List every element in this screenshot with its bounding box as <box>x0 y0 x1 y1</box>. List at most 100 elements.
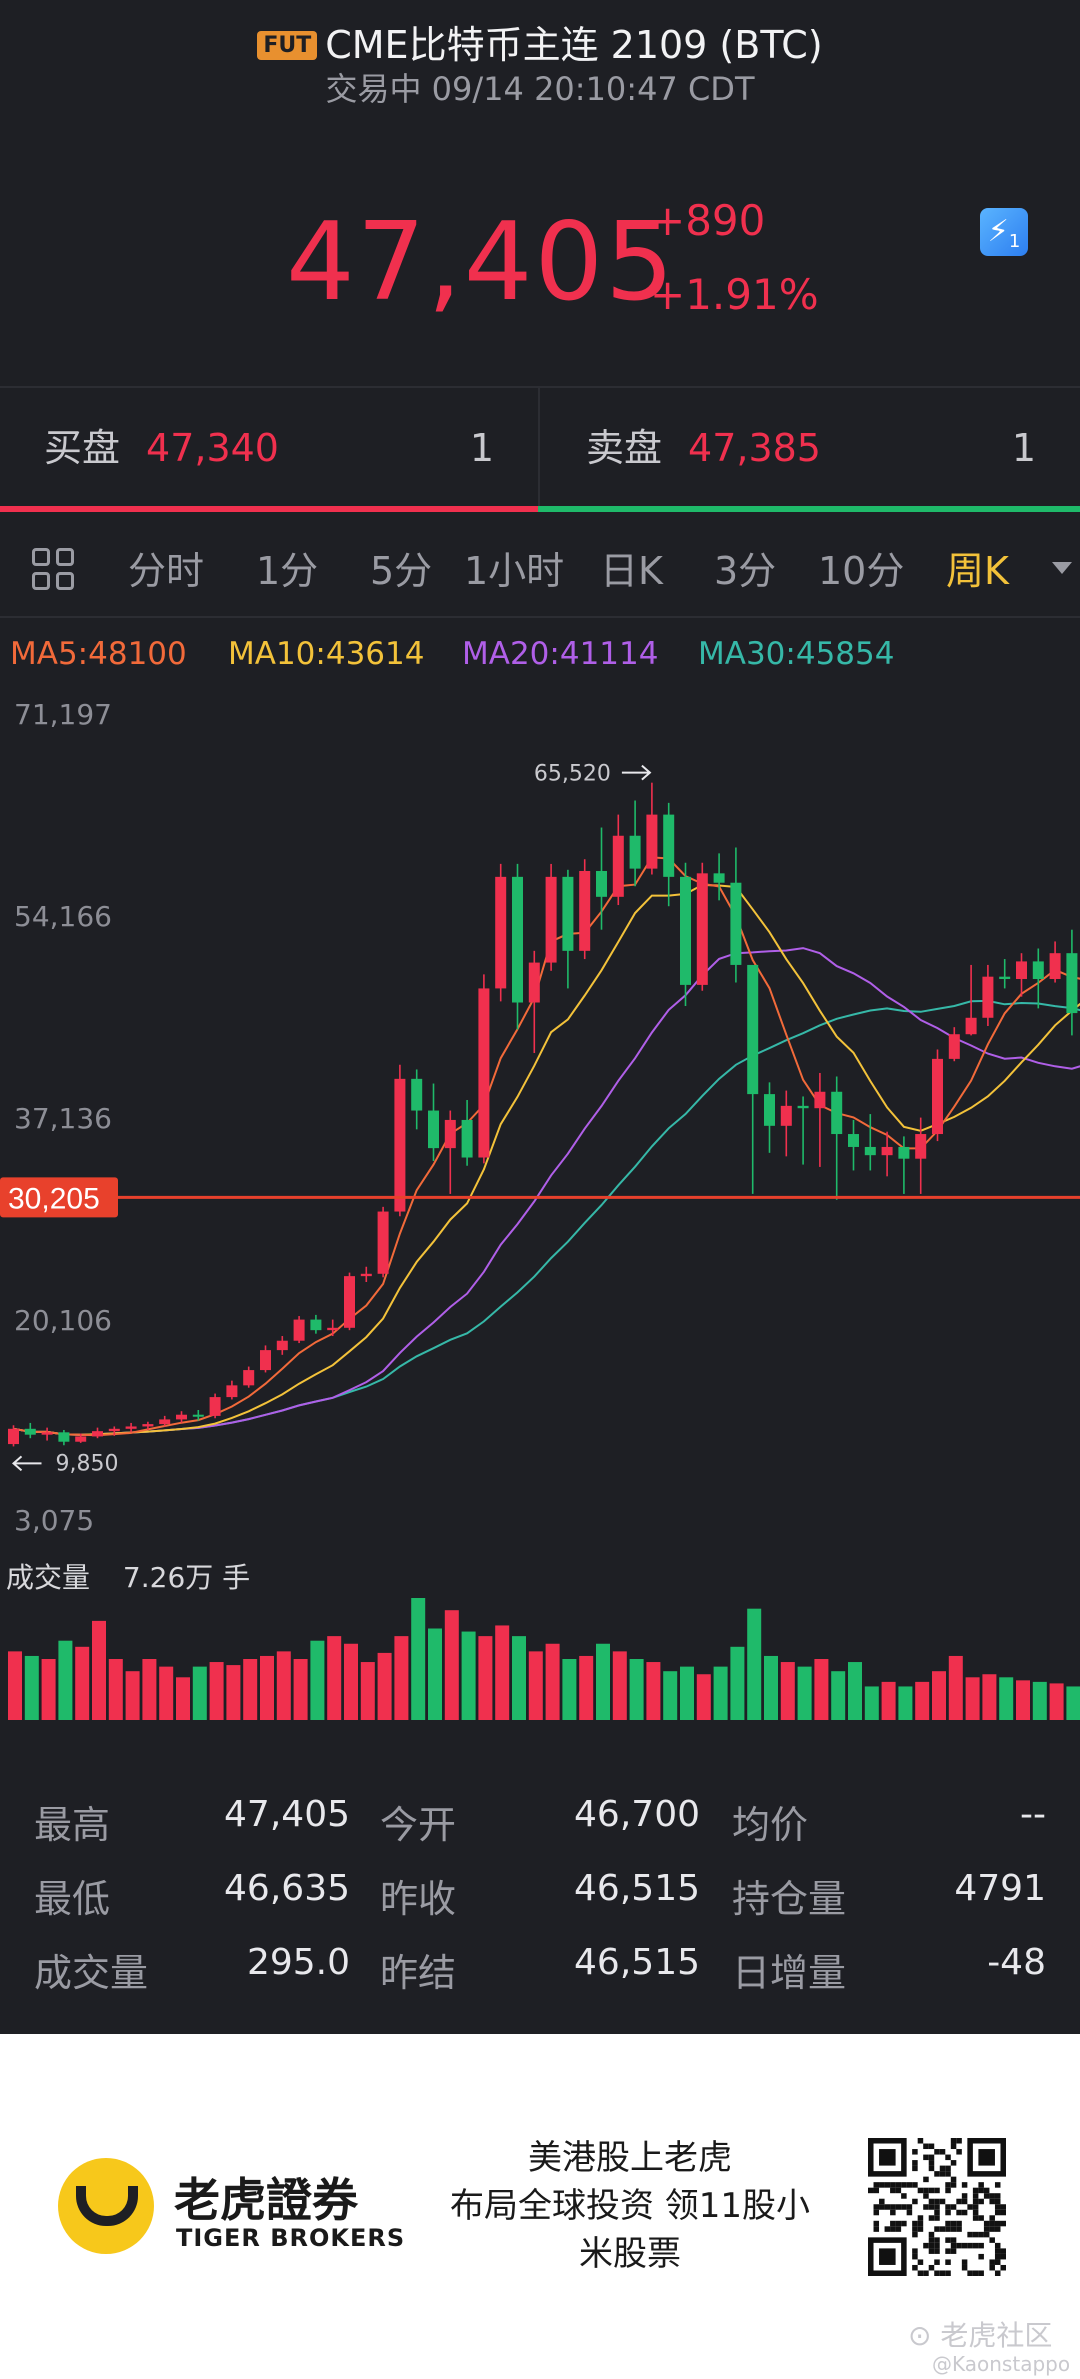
tab-daily[interactable]: 日K <box>600 549 663 593</box>
tab-1min[interactable]: 1分 <box>256 549 319 593</box>
qr-module <box>923 2143 929 2150</box>
stat-label: 昨结 <box>380 1951 457 1995</box>
qr-module <box>994 2226 1001 2232</box>
volume-bar <box>948 1655 963 1720</box>
bid-quote[interactable]: 买盘 47,340 1 <box>44 388 514 508</box>
candle <box>831 1091 843 1135</box>
qr-module <box>972 2187 979 2194</box>
volume-bar <box>881 1681 896 1720</box>
qr-module <box>972 2198 979 2205</box>
qr-module <box>928 2198 935 2205</box>
candle <box>629 835 641 869</box>
last-price: 47,405 <box>286 200 676 325</box>
candlestick-chart[interactable]: 30,205 65,520 9,850 <box>0 680 1080 1530</box>
candle <box>8 1428 19 1445</box>
volume-bar <box>528 1651 543 1720</box>
qr-module <box>1000 2253 1006 2260</box>
volume-bar <box>58 1640 73 1720</box>
qr-module <box>994 2204 1001 2210</box>
tab-3min[interactable]: 3分 <box>714 549 777 593</box>
candle <box>747 964 759 1095</box>
qr-module <box>890 2182 896 2188</box>
tab-10min[interactable]: 10分 <box>818 549 905 593</box>
tab-5min[interactable]: 5分 <box>370 549 433 593</box>
qr-module <box>939 2165 946 2172</box>
qr-module <box>923 2204 929 2210</box>
stat-value: -- <box>1020 1794 1046 1835</box>
qr-module <box>923 2187 929 2194</box>
volume-bar <box>612 1651 627 1720</box>
qr-module <box>934 2259 940 2265</box>
qr-module <box>945 2220 951 2227</box>
stat-value: 295.0 <box>246 1942 350 1983</box>
qr-module <box>934 2204 940 2210</box>
candle <box>864 1146 876 1156</box>
promo-line: 美港股上老虎 <box>528 2138 732 2178</box>
grid-icon[interactable] <box>32 548 78 594</box>
candle <box>730 882 742 965</box>
bid-price: 47,340 <box>146 426 279 470</box>
qr-module <box>961 2209 968 2216</box>
ask-qty: 1 <box>1011 426 1036 470</box>
volume-bar <box>814 1659 829 1720</box>
bid-ratio-bar <box>0 506 538 512</box>
qr-module <box>873 2187 880 2194</box>
stat-label: 成交量 <box>34 1951 149 1995</box>
chevron-down-icon[interactable] <box>1052 562 1072 574</box>
qr-module <box>901 2182 907 2188</box>
qr-module <box>928 2231 935 2238</box>
qr-module <box>912 2220 918 2227</box>
stat-label: 持仓量 <box>732 1877 847 1921</box>
volume-bar <box>797 1666 812 1720</box>
tab-1hour[interactable]: 1小时 <box>464 549 565 593</box>
qr-module <box>873 2209 880 2216</box>
candle <box>276 1340 288 1351</box>
qr-code-icon <box>868 2138 1006 2276</box>
qr-module <box>1000 2204 1006 2210</box>
volume-bar <box>1066 1686 1080 1720</box>
qr-module <box>939 2198 946 2205</box>
candle <box>260 1350 271 1371</box>
tab-weekly[interactable]: 周K <box>946 549 1009 593</box>
qr-module <box>912 2226 918 2232</box>
qr-module <box>950 2160 957 2166</box>
qr-module <box>994 2259 1001 2265</box>
qr-module <box>989 2215 995 2221</box>
candle <box>663 814 675 877</box>
qr-module <box>989 2264 995 2271</box>
qr-module <box>945 2187 951 2194</box>
candle <box>915 1134 927 1159</box>
volume-bar <box>864 1686 879 1720</box>
candle <box>495 876 507 989</box>
qr-module <box>956 2226 962 2232</box>
tab-timeshare[interactable]: 分时 <box>128 549 205 593</box>
lightning-icon[interactable]: ⚡1 <box>980 208 1028 256</box>
stat-value: 46,635 <box>224 1868 350 1909</box>
qr-module <box>906 2204 913 2210</box>
volume-bar <box>764 1655 778 1720</box>
current-price-tag <box>0 1177 118 1218</box>
candle <box>764 1094 775 1126</box>
qr-module <box>945 2226 951 2232</box>
qr-module <box>884 2226 891 2232</box>
volume-bar <box>965 1677 980 1720</box>
volume-bar <box>394 1636 409 1720</box>
qr-module <box>939 2149 946 2155</box>
candle <box>310 1319 322 1331</box>
candle <box>428 1110 439 1149</box>
volume-bar <box>226 1665 241 1720</box>
qr-module <box>1000 2209 1006 2216</box>
ask-quote[interactable]: 卖盘 47,385 1 <box>586 388 1036 508</box>
volume-bar <box>999 1677 1014 1720</box>
qr-module <box>939 2171 946 2177</box>
qr-module <box>901 2220 907 2227</box>
watermark-text: 老虎社区 <box>940 2319 1053 2352</box>
qr-module <box>972 2270 979 2276</box>
candle <box>646 814 658 869</box>
qr-module <box>906 2209 913 2216</box>
qr-module <box>928 2237 935 2243</box>
qr-module <box>917 2187 924 2194</box>
quote-divider <box>538 388 540 508</box>
qr-module <box>989 2220 995 2227</box>
qr-module <box>978 2242 984 2249</box>
